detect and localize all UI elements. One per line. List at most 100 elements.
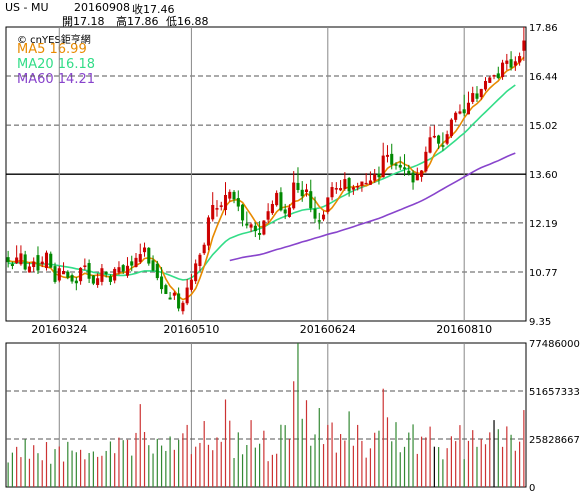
ma60-line	[229, 152, 516, 262]
candlesticks	[6, 27, 526, 315]
candle-body	[304, 189, 309, 193]
candle-body	[275, 192, 279, 206]
candle-body	[424, 151, 428, 172]
low-label: 低16.88	[166, 15, 209, 28]
grid-lines	[6, 27, 526, 487]
candle-body	[415, 174, 419, 181]
watermark: © cnYES鉅亨網	[17, 35, 91, 46]
candle-body	[441, 145, 445, 147]
candle-body	[334, 188, 338, 190]
price-tick-label: 13.60	[529, 170, 558, 181]
price-tick-label: 17.86	[529, 23, 558, 34]
candle-body	[32, 261, 36, 268]
ma5-path	[7, 56, 525, 301]
candle-body	[509, 59, 513, 68]
candle-body	[249, 224, 253, 228]
candle-body	[19, 253, 23, 265]
high-label: 高17.86	[116, 15, 159, 28]
candle-body	[23, 254, 27, 270]
volume-bars	[7, 343, 525, 487]
candle-body	[496, 73, 500, 79]
candle-body	[492, 75, 496, 77]
candle-body	[117, 267, 121, 273]
candle-body	[206, 217, 210, 246]
candle-body	[322, 214, 326, 220]
candle-body	[300, 189, 304, 197]
candle-body	[279, 192, 283, 211]
candle-body	[164, 285, 168, 294]
candle-body	[172, 292, 176, 296]
candle-body	[309, 191, 313, 209]
candle-body	[66, 271, 70, 278]
candle-body	[181, 302, 185, 312]
candle-body	[15, 257, 19, 264]
candle-body	[245, 223, 249, 226]
candle-body	[130, 261, 134, 266]
candle-body	[177, 293, 181, 309]
candle-body	[241, 204, 245, 221]
candle-body	[100, 268, 104, 282]
volume-tick-label: 25828667	[529, 435, 580, 446]
close-label: 收17.46	[132, 3, 175, 16]
candle-body	[113, 268, 117, 281]
candle-body	[228, 191, 232, 199]
axis-labels: 17.86 16.44 15.02 13.60 12.19 10.77 9.35 201603…	[31, 23, 580, 494]
candle-body	[394, 164, 398, 166]
candle-body	[317, 220, 321, 222]
candle-body	[108, 276, 112, 282]
candle-body	[10, 264, 14, 266]
candle-body	[266, 211, 270, 220]
volume-panel-frame	[5, 342, 527, 488]
date-label: 20160908	[74, 1, 130, 14]
candle-body	[44, 252, 49, 269]
candle-body	[475, 93, 479, 99]
candle-body	[402, 167, 407, 169]
candle-body	[292, 182, 296, 209]
date-tick-label: 20160810	[436, 323, 492, 336]
candle-body	[6, 257, 10, 263]
open-label: 開17.18	[62, 15, 105, 28]
candle-body	[232, 191, 236, 200]
candle-body	[96, 278, 100, 285]
volume-tick-label: 0	[529, 483, 535, 494]
candle-body	[339, 188, 343, 191]
candle-body	[351, 187, 355, 190]
candle-body	[381, 155, 385, 178]
ma20-path	[8, 84, 516, 281]
date-tick-label: 20160624	[300, 323, 356, 336]
price-tick-label: 10.77	[529, 268, 558, 279]
candle-body	[27, 266, 31, 273]
ma5-line	[7, 56, 525, 301]
candle-body	[262, 220, 266, 235]
candle-body	[462, 109, 466, 114]
candle-body	[83, 265, 87, 267]
candle-body	[479, 88, 483, 98]
candle-body	[40, 261, 44, 265]
candle-body	[343, 179, 347, 189]
candle-body	[155, 263, 159, 279]
legend-ma20: MA20 16.18	[17, 57, 95, 72]
candle-body	[411, 172, 415, 183]
candle-body	[445, 134, 449, 144]
price-tick-label: 15.02	[529, 121, 558, 132]
candle-body	[223, 194, 228, 211]
price-tick-label: 16.44	[529, 72, 558, 83]
candle-body	[202, 244, 206, 254]
price-tick-label: 12.19	[529, 219, 558, 230]
candle-body	[79, 267, 83, 282]
candle-body	[62, 271, 66, 275]
candle-body	[91, 275, 95, 284]
candle-body	[356, 186, 360, 188]
candle-body	[215, 208, 219, 210]
candle-body	[505, 60, 509, 64]
candle-body	[488, 77, 492, 83]
candle-body	[49, 253, 53, 268]
candle-body	[454, 112, 458, 120]
candle-body	[420, 170, 424, 177]
candle-body	[483, 80, 488, 90]
candle-body	[53, 266, 57, 282]
candle-body	[518, 56, 522, 63]
date-tick-label: 20160324	[31, 323, 87, 336]
price-tick-label: 9.35	[529, 317, 551, 328]
candle-body	[57, 268, 61, 281]
